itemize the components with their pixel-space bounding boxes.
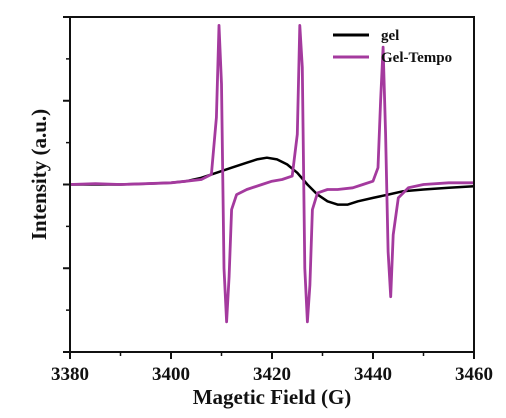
x-tick-label: 3380 bbox=[51, 364, 89, 385]
x-tick-label: 3400 bbox=[152, 364, 190, 385]
x-tick-label: 3460 bbox=[455, 364, 493, 385]
y-axis-title: Intensity (a.u.) bbox=[27, 109, 51, 240]
x-axis-title: Magetic Field (G) bbox=[193, 385, 352, 409]
plot-series bbox=[69, 24, 475, 324]
legend-label: Gel-Tempo bbox=[381, 50, 452, 66]
series-line-gel-tempo bbox=[69, 24, 474, 324]
legend: gel Gel-Tempo bbox=[333, 28, 452, 66]
x-tick-label: 3420 bbox=[253, 364, 291, 385]
x-axis-ticks: 3380 3400 3420 3440 3460 bbox=[51, 352, 493, 385]
legend-label: gel bbox=[381, 28, 399, 44]
x-tick-label: 3440 bbox=[354, 364, 392, 385]
y-axis-ticks bbox=[63, 16, 70, 353]
